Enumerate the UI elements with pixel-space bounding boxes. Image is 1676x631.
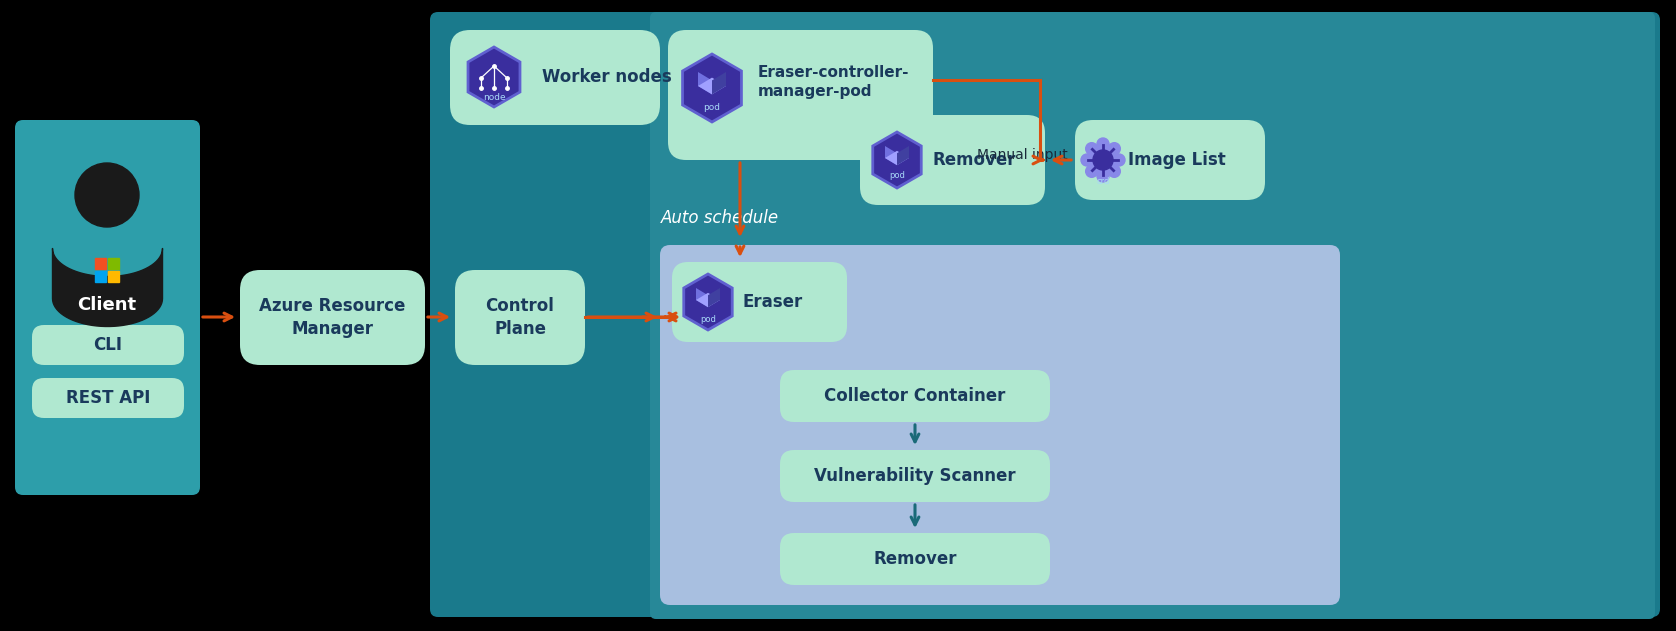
Circle shape [1108,143,1120,155]
FancyBboxPatch shape [454,270,585,365]
Text: crd: crd [1096,177,1110,187]
Polygon shape [707,288,721,307]
FancyBboxPatch shape [1074,120,1265,200]
Circle shape [1093,150,1113,170]
Text: Eraser: Eraser [742,293,803,311]
Text: Collector Container: Collector Container [825,387,1006,405]
Polygon shape [697,78,726,95]
FancyBboxPatch shape [431,12,1659,617]
Polygon shape [897,146,908,165]
Text: pod: pod [701,316,716,324]
Polygon shape [712,72,726,95]
Polygon shape [873,132,922,188]
FancyBboxPatch shape [660,245,1341,605]
FancyBboxPatch shape [860,115,1046,205]
Bar [96,271,106,282]
FancyBboxPatch shape [32,325,184,365]
Circle shape [1098,138,1110,150]
Text: Vulnerability Scanner: Vulnerability Scanner [815,467,1016,485]
Circle shape [1113,154,1125,166]
Text: CLI: CLI [94,336,122,354]
Text: Remover: Remover [932,151,1016,169]
Text: Auto schedule: Auto schedule [660,209,779,227]
Bar [107,258,119,269]
Text: pod: pod [888,172,905,180]
Text: node: node [483,93,504,102]
Polygon shape [697,72,712,95]
FancyBboxPatch shape [449,30,660,125]
Circle shape [1108,165,1120,177]
Circle shape [1088,144,1120,176]
Polygon shape [684,274,732,330]
Polygon shape [885,146,897,165]
Polygon shape [468,47,520,107]
Circle shape [1086,143,1098,155]
Polygon shape [885,151,908,165]
Text: Image List: Image List [1128,151,1225,169]
FancyBboxPatch shape [650,12,1654,619]
Text: Client: Client [77,296,136,314]
FancyBboxPatch shape [779,370,1049,422]
Polygon shape [696,293,721,307]
Bar [96,258,106,269]
FancyBboxPatch shape [779,533,1049,585]
Text: pod: pod [704,103,721,112]
Circle shape [1081,154,1093,166]
Text: Remover: Remover [873,550,957,568]
FancyBboxPatch shape [240,270,426,365]
Text: Control
Plane: Control Plane [486,297,555,338]
FancyBboxPatch shape [669,30,934,160]
Text: Worker nodes: Worker nodes [541,68,672,86]
FancyBboxPatch shape [15,120,199,495]
Circle shape [1098,170,1110,182]
Polygon shape [682,54,741,122]
Circle shape [1086,165,1098,177]
Text: Azure Resource
Manager: Azure Resource Manager [260,297,406,338]
Polygon shape [696,288,707,307]
Text: Eraser-controller-
manager-pod: Eraser-controller- manager-pod [758,64,910,100]
FancyBboxPatch shape [32,378,184,418]
Circle shape [75,163,139,227]
Text: REST API: REST API [65,389,151,407]
Bar [107,271,119,282]
FancyBboxPatch shape [672,262,846,342]
Text: Manual input: Manual input [977,148,1068,162]
FancyBboxPatch shape [779,450,1049,502]
